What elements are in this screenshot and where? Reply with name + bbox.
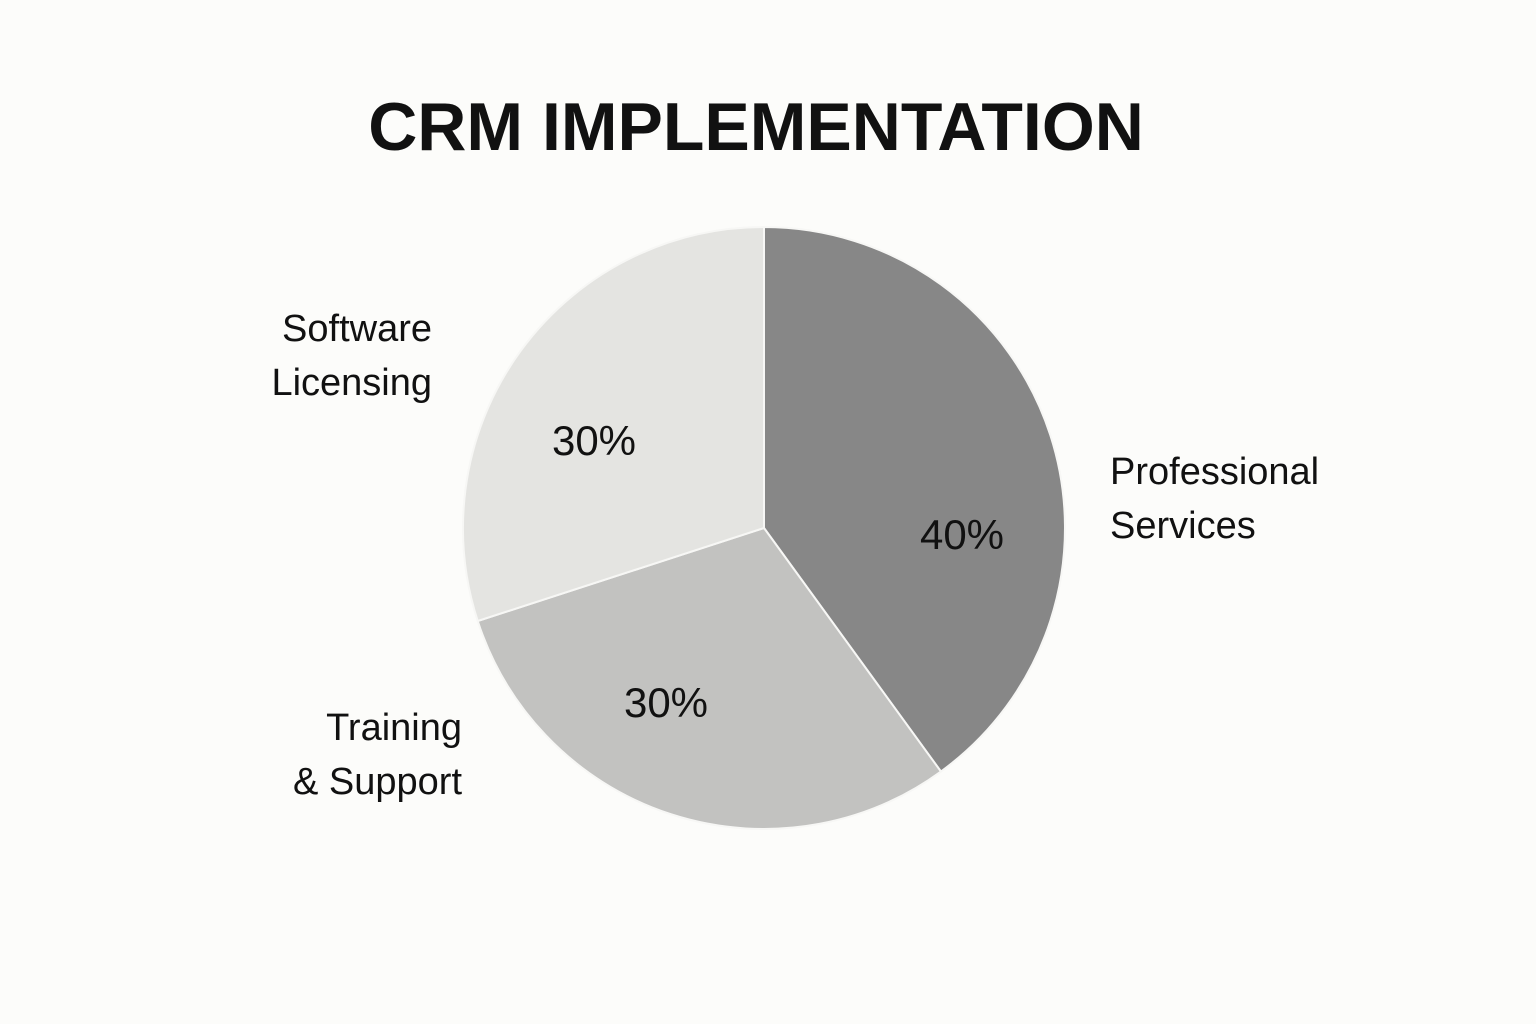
category-label-line: & Support [293, 761, 462, 803]
category-label-line: Training [326, 707, 462, 749]
pie-slices [462, 225, 1066, 830]
pie-slice-1 [476, 526, 943, 830]
pie-slice-category-label-1: Training & Support [293, 707, 462, 803]
category-label-line: Professional [1110, 451, 1319, 493]
category-label-line: Software [282, 308, 432, 350]
pie-slice-category-label-2: Software Licensing [271, 308, 432, 404]
chart-title: CRM IMPLEMENTATION [368, 89, 1144, 165]
pie-slice-value-label-2: 30% [552, 417, 636, 464]
pie-slice-2 [462, 225, 765, 623]
category-label-line: Services [1110, 505, 1256, 547]
pie-slice-category-label-0: Professional Services [1110, 451, 1319, 547]
pie-labels: 40% Professional Services 30% Training & Supp… [271, 308, 1319, 803]
pie-slice-value-label-1: 30% [624, 679, 708, 726]
pie-slice-0 [763, 225, 1066, 773]
pie-slice-value-label-0: 40% [920, 511, 1004, 558]
category-label-line: Licensing [271, 362, 432, 404]
